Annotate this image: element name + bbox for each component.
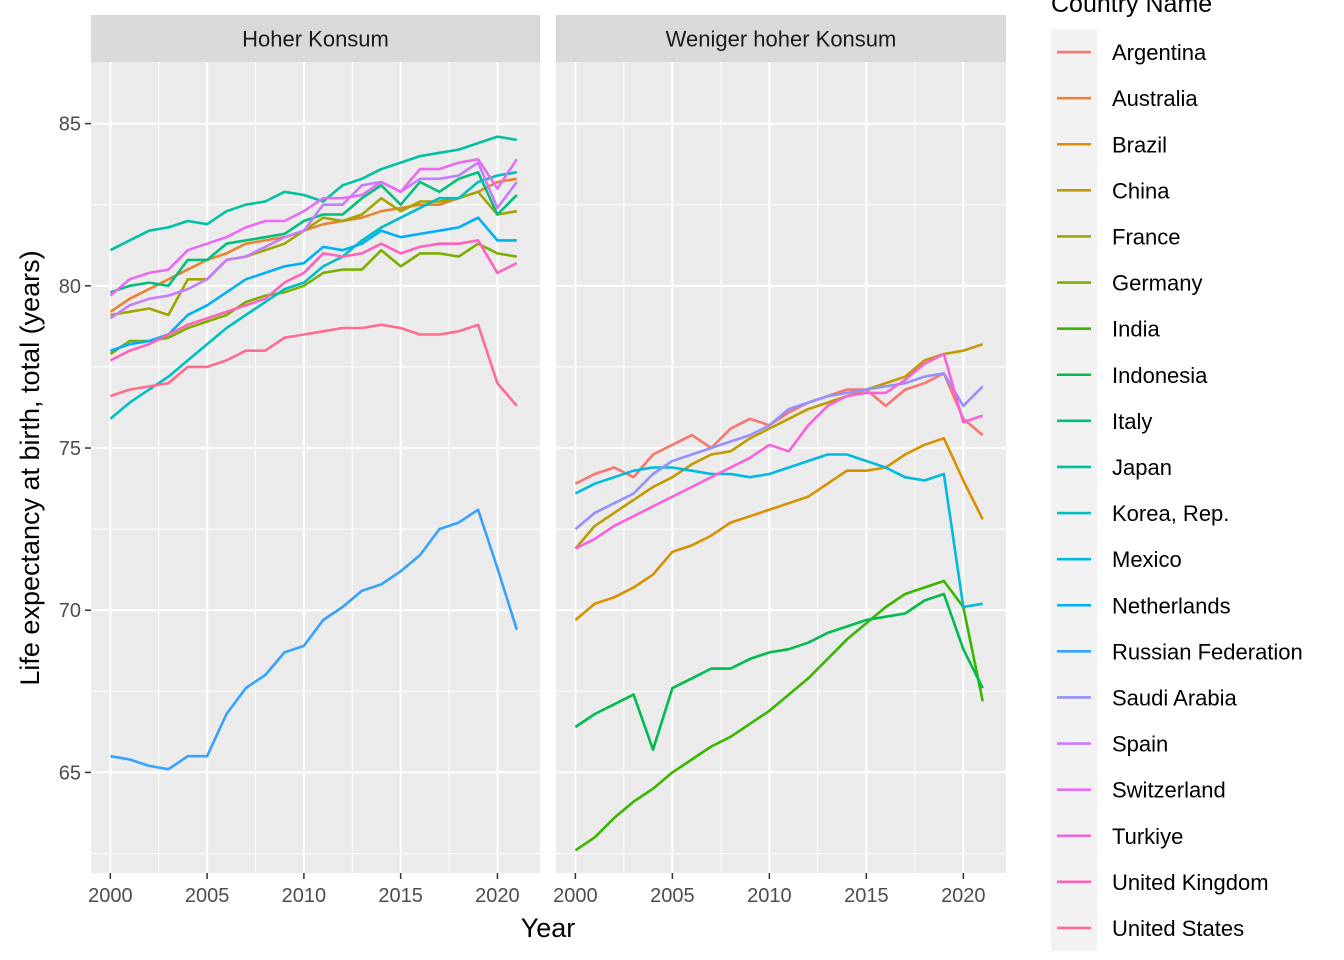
legend-label: Switzerland <box>1112 778 1226 803</box>
legend-label: United Kingdom <box>1112 870 1269 895</box>
series-line-indonesia <box>574 592 984 752</box>
legend-label: Germany <box>1112 271 1202 296</box>
legend-label: Spain <box>1112 732 1168 757</box>
legend-item: Japan <box>1051 443 1172 490</box>
legend-label: Australia <box>1112 86 1198 111</box>
series-line-china <box>574 342 984 550</box>
x-tick-label: 2020 <box>941 885 986 907</box>
facet-strip-label: Weniger hoher Konsum <box>666 27 897 52</box>
x-axis-title: Year <box>521 913 576 943</box>
x-tick-label: 2005 <box>650 885 695 907</box>
legend-item: Russian Federation <box>1051 628 1303 675</box>
legend-label: Turkiye <box>1112 824 1183 849</box>
series-line-korea-rep- <box>109 171 518 420</box>
legend-label: China <box>1112 178 1170 203</box>
legend-item: India <box>1051 305 1160 352</box>
legend-label: Brazil <box>1112 132 1167 157</box>
legend-label: Indonesia <box>1112 363 1208 388</box>
legend-item: Indonesia <box>1051 351 1208 398</box>
panel-background <box>556 62 1006 873</box>
x-tick-label: 2005 <box>185 885 230 907</box>
legend-label: Netherlands <box>1112 593 1231 618</box>
facet-strip <box>91 15 540 62</box>
axes-layer: 2000 2005 2010 2015 2020 65 70 75 80 85 2000 2005 20… <box>59 114 986 907</box>
x-tick-label: 2010 <box>747 885 792 907</box>
series-line-japan <box>109 135 518 252</box>
legend-title: Country Name <box>1051 0 1212 18</box>
legend-item: Argentina <box>1051 29 1207 76</box>
panel-2: Weniger hoher Konsum <box>556 15 1006 873</box>
legend-label: France <box>1112 224 1180 249</box>
series-line-united-states <box>109 323 518 407</box>
legend-item: France <box>1051 213 1180 260</box>
x-tick-label: 2020 <box>475 885 520 907</box>
legend-item: China <box>1051 167 1170 214</box>
y-tick-label: 85 <box>59 114 81 136</box>
panels-layer: Hoher Konsum Weniger hoher Konsum <box>91 15 1006 873</box>
series-line-spain <box>109 161 518 320</box>
y-tick-label: 65 <box>59 762 81 784</box>
y-axis-title: Life expectancy at birth, total (years) <box>15 250 45 685</box>
legend-item: United States <box>1051 904 1244 951</box>
series-line-turkiye <box>574 352 984 550</box>
series-line-switzerland <box>109 158 518 297</box>
series-line-netherlands <box>109 216 517 352</box>
legend-label: Korea, Rep. <box>1112 501 1229 526</box>
legend-item: Korea, Rep. <box>1051 490 1229 537</box>
legend-item: United Kingdom <box>1051 858 1269 905</box>
x-tick-label: 2000 <box>88 885 133 907</box>
legend-item: Italy <box>1051 397 1152 444</box>
y-tick-label: 75 <box>59 438 81 460</box>
y-tick-label: 80 <box>59 276 81 298</box>
legend-label: Russian Federation <box>1112 639 1303 664</box>
legend-label: Mexico <box>1112 547 1182 572</box>
legend-label: Saudi Arabia <box>1112 685 1238 710</box>
x-tick-label: 2015 <box>378 885 423 907</box>
legend-item: Brazil <box>1051 121 1167 168</box>
facet-strip <box>556 15 1006 62</box>
series-line-germany <box>109 242 518 356</box>
y-tick-label: 70 <box>59 600 81 622</box>
panel-1: Hoher Konsum <box>91 15 540 873</box>
legend-label: United States <box>1112 916 1244 941</box>
series-line-united-kingdom <box>109 239 518 362</box>
series-line-france <box>110 190 518 317</box>
legend-label: Japan <box>1112 455 1172 480</box>
x-tick-label: 2015 <box>844 885 889 907</box>
legend-item: Switzerland <box>1051 766 1226 813</box>
series-line-india <box>574 579 984 852</box>
facet-strip-label: Hoher Konsum <box>242 27 389 52</box>
x-tick-label: 2000 <box>553 885 598 907</box>
legend-item: Turkiye <box>1051 812 1183 859</box>
x-tick-label: 2010 <box>282 885 327 907</box>
legend-item: Germany <box>1051 259 1202 306</box>
legend-label: Italy <box>1112 409 1152 434</box>
series-line-russian-federation <box>110 508 519 771</box>
series-line-saudi-arabia <box>574 372 984 531</box>
legend: Country Name Argentina Australia Brazil Chin… <box>1051 0 1303 951</box>
legend-label: Argentina <box>1112 40 1207 65</box>
legend-item: Netherlands <box>1051 582 1231 629</box>
legend-item: Mexico <box>1051 536 1182 583</box>
legend-label: India <box>1112 317 1160 342</box>
series-line-mexico <box>574 453 983 609</box>
legend-item: Spain <box>1051 720 1168 767</box>
legend-item: Australia <box>1051 75 1198 122</box>
series-line-brazil <box>574 436 984 621</box>
legend-item: Saudi Arabia <box>1051 674 1238 721</box>
